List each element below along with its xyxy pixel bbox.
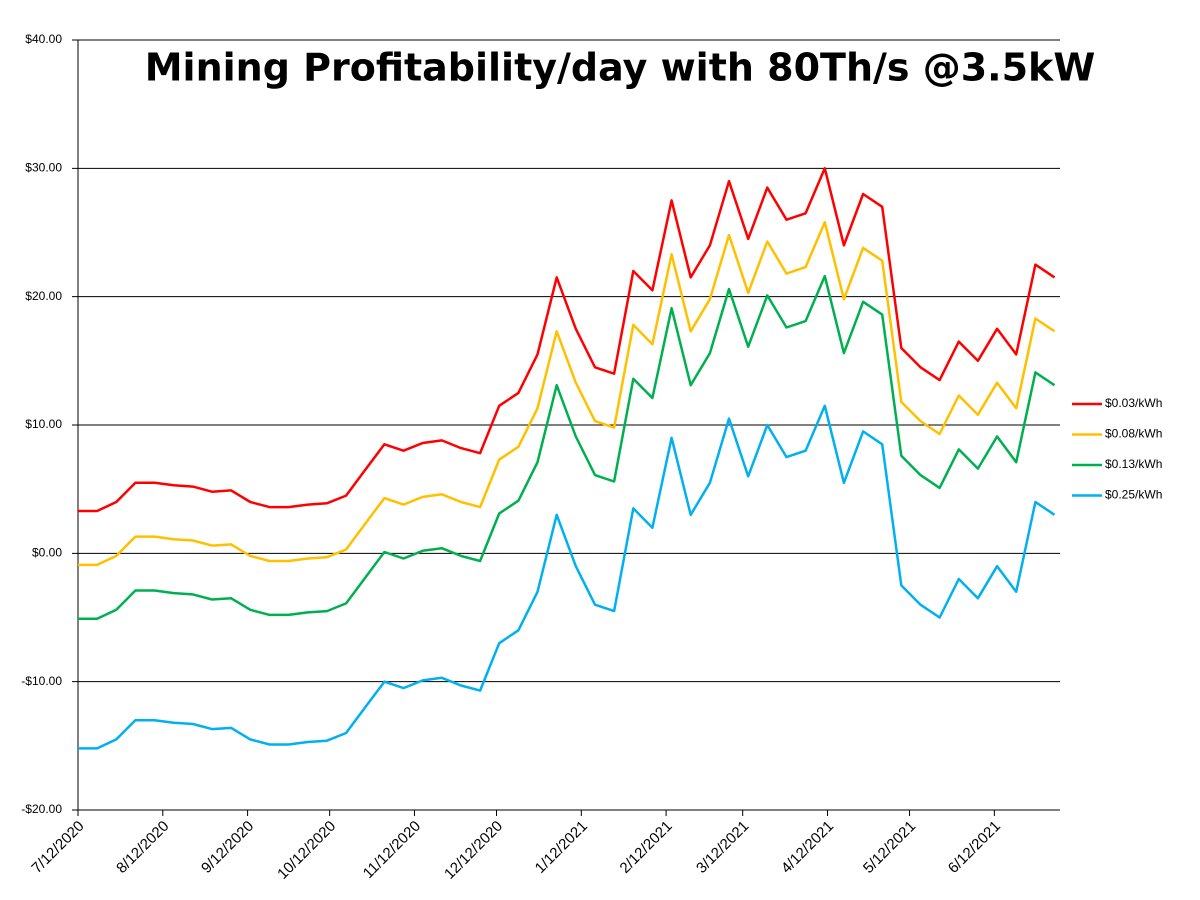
y-tick-label: $10.00 (25, 417, 62, 431)
x-tick-label: 2/12/2021 (617, 818, 676, 877)
x-tick-label: 6/12/2021 (945, 818, 1004, 877)
series-line (78, 274, 1056, 621)
y-tick-label: $0.00 (32, 546, 62, 560)
x-tick-label: 12/12/2020 (441, 818, 506, 883)
chart-title: Mining Profitability/day with 80Th/s @3.… (145, 46, 1096, 90)
series-line (78, 167, 1056, 513)
y-tick-label: $30.00 (25, 161, 62, 175)
x-tick-label: 11/12/2020 (360, 818, 424, 882)
series-line (78, 220, 1056, 567)
x-tick-label: 5/12/2021 (860, 818, 919, 877)
x-tick-label: 3/12/2021 (693, 818, 752, 877)
legend-label: $0.08/kWh (1105, 427, 1162, 441)
x-tick-label: 8/12/2020 (113, 818, 172, 877)
x-tick-label: 9/12/2020 (198, 818, 257, 877)
legend-label: $0.13/kWh (1105, 457, 1162, 471)
x-tick-label: 1/12/2021 (532, 818, 591, 877)
y-tick-label: $20.00 (25, 289, 62, 303)
series-line (78, 404, 1056, 750)
legend-label: $0.25/kWh (1105, 488, 1162, 502)
legend-label: $0.03/kWh (1105, 396, 1162, 410)
x-tick-label: 10/12/2020 (274, 818, 339, 883)
y-tick-label: $40.00 (25, 32, 62, 46)
y-tick-label: -$20.00 (21, 802, 62, 816)
x-tick-label: 4/12/2021 (778, 818, 837, 877)
x-tick-label: 7/12/2020 (28, 818, 87, 877)
y-tick-label: -$10.00 (21, 674, 62, 688)
